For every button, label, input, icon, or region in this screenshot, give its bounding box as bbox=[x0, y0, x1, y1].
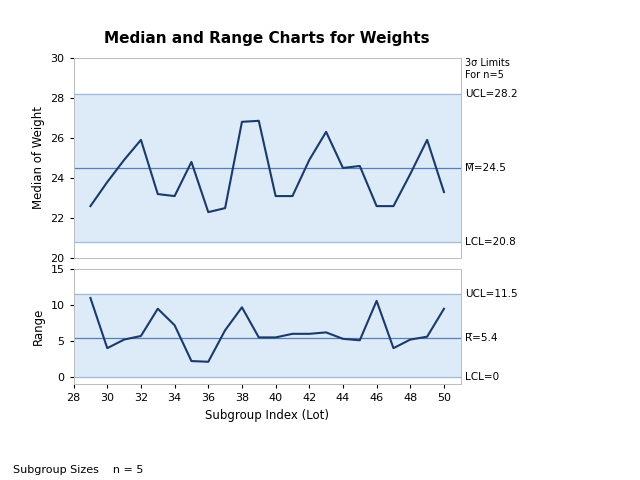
Text: LCL=0: LCL=0 bbox=[465, 372, 499, 382]
Text: Median and Range Charts for Weights: Median and Range Charts for Weights bbox=[104, 31, 430, 46]
Text: R̅=5.4: R̅=5.4 bbox=[465, 333, 497, 343]
Bar bbox=[74, 294, 461, 377]
Y-axis label: Range: Range bbox=[32, 308, 45, 345]
X-axis label: Subgroup Index (Lot): Subgroup Index (Lot) bbox=[205, 408, 329, 421]
Bar bbox=[74, 94, 461, 242]
Text: UCL=28.2: UCL=28.2 bbox=[465, 89, 517, 99]
Y-axis label: Median of Weight: Median of Weight bbox=[32, 107, 45, 209]
Text: M̅=24.5: M̅=24.5 bbox=[465, 163, 506, 173]
Text: Subgroup Sizes    n = 5: Subgroup Sizes n = 5 bbox=[13, 465, 143, 475]
Text: LCL=20.8: LCL=20.8 bbox=[465, 237, 515, 247]
Text: UCL=11.5: UCL=11.5 bbox=[465, 289, 517, 300]
Text: 3σ Limits
For n=5: 3σ Limits For n=5 bbox=[465, 58, 509, 80]
